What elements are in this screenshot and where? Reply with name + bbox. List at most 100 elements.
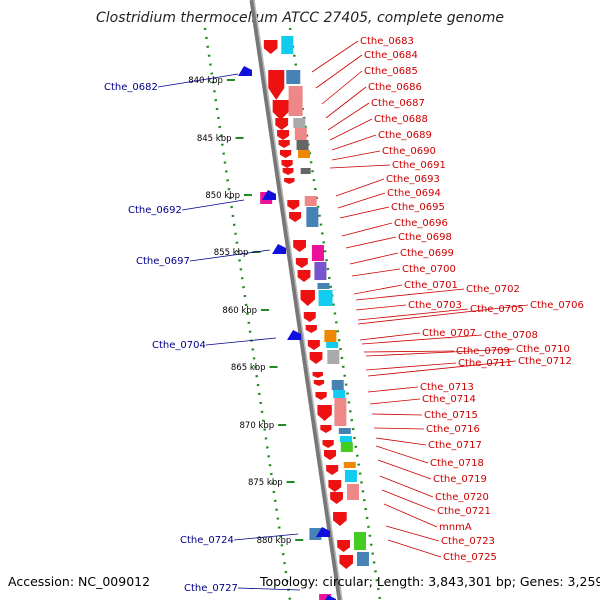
gene-label[interactable]: Cthe_0697: [136, 256, 190, 267]
gene-label[interactable]: Cthe_0701: [404, 280, 458, 291]
gene-box: [326, 342, 339, 348]
gene-label[interactable]: Cthe_0696: [394, 218, 448, 229]
right-label-leader: [357, 304, 529, 325]
genome-backbone: [249, 0, 343, 600]
inner-dotted-ring: [288, 27, 382, 600]
forward-gene-arrow: [268, 70, 285, 100]
gene-label[interactable]: Cthe_0708: [484, 330, 538, 341]
right-label-leader: [383, 503, 438, 528]
forward-gene-arrow: [322, 440, 334, 448]
right-label-leader: [331, 150, 381, 161]
gene-box: [324, 330, 337, 342]
gene-box: [334, 398, 347, 426]
gene-label[interactable]: Cthe_0705: [470, 304, 524, 315]
gene-label[interactable]: Cthe_0724: [180, 535, 234, 546]
gene-label[interactable]: Cthe_0727: [184, 583, 238, 594]
kbp-tick-label: 850 kbp: [205, 191, 240, 201]
gene-label[interactable]: Cthe_0700: [402, 264, 456, 275]
forward-gene-arrow: [312, 372, 323, 378]
right-label-leader: [325, 86, 367, 119]
gene-label[interactable]: Cthe_0690: [382, 146, 436, 157]
gene-label[interactable]: Cthe_0706: [530, 300, 584, 311]
gene-label[interactable]: Cthe_0710: [516, 344, 570, 355]
left-label-leader: [189, 249, 271, 262]
right-label-leader: [321, 70, 363, 105]
reverse-gene-arrow: [287, 330, 301, 340]
right-label-leader: [311, 40, 359, 73]
gene-label[interactable]: Cthe_0723: [441, 536, 495, 547]
right-label-leader: [375, 445, 429, 464]
gene-label[interactable]: Cthe_0719: [433, 474, 487, 485]
gene-box: [314, 262, 327, 280]
left-label-leader: [157, 73, 239, 88]
gene-box: [344, 470, 357, 482]
gene-box: [333, 390, 346, 398]
kbp-tick-label: 855 kbp: [214, 248, 249, 258]
gene-label[interactable]: Cthe_0704: [152, 340, 206, 351]
forward-gene-arrow: [287, 200, 300, 210]
right-label-leader: [349, 252, 399, 265]
gene-label[interactable]: Cthe_0714: [422, 394, 476, 405]
forward-gene-arrow: [324, 450, 336, 460]
gene-label[interactable]: Cthe_0712: [518, 356, 572, 367]
forward-gene-arrow: [317, 405, 332, 421]
gene-label[interactable]: Cthe_0682: [104, 82, 158, 93]
gene-label[interactable]: Cthe_0692: [128, 205, 182, 216]
gene-box: [340, 442, 353, 452]
gene-label[interactable]: Cthe_0688: [374, 114, 428, 125]
left-gene-labels: Cthe_0682 Cthe_0692 Cthe_0697 Cthe_0704 Cthe…: [104, 73, 301, 594]
forward-gene-arrow: [326, 465, 339, 475]
forward-gene-arrow: [278, 140, 290, 148]
gene-label[interactable]: Cthe_0725: [443, 552, 497, 563]
gene-label[interactable]: Cthe_0718: [430, 458, 484, 469]
gene-label[interactable]: Cthe_0698: [398, 232, 452, 243]
gene-label[interactable]: Cthe_0691: [392, 160, 446, 171]
kbp-ticks: 840 kbp 845 kbp 850 kbp 855 kbp 860 kbp 865 k…: [188, 76, 304, 546]
gene-label[interactable]: Cthe_0709: [456, 346, 510, 357]
gene-label[interactable]: Cthe_0694: [387, 188, 441, 199]
gene-box: [286, 70, 301, 84]
gene-label[interactable]: Cthe_0721: [437, 506, 491, 517]
right-label-leader: [361, 334, 483, 345]
gene-label[interactable]: Cthe_0699: [400, 248, 454, 259]
right-label-leader: [329, 118, 373, 141]
gene-label[interactable]: Cthe_0693: [386, 174, 440, 185]
gene-label[interactable]: Cthe_0717: [428, 440, 482, 451]
gene-label[interactable]: Cthe_0716: [426, 424, 480, 435]
gene-label[interactable]: Cthe_0702: [466, 284, 520, 295]
topology-text: Topology: circular; Length: 3,843,301 bp…: [259, 574, 600, 589]
forward-gene-arrow: [272, 100, 289, 120]
right-label-leader: [365, 362, 457, 371]
right-label-leader: [337, 192, 386, 209]
gene-label[interactable]: Cthe_0713: [420, 382, 474, 393]
gene-box: [331, 380, 344, 390]
gene-label[interactable]: Cthe_0689: [378, 130, 432, 141]
gene-label[interactable]: mnmA: [439, 522, 472, 533]
right-label-leader: [363, 350, 455, 353]
gene-label[interactable]: Cthe_0686: [368, 82, 422, 93]
kbp-tick-label: 880 kbp: [257, 536, 292, 546]
gene-box: [294, 128, 307, 140]
reverse-gene-arrow: [238, 66, 252, 76]
gene-box: [338, 428, 351, 434]
right-label-leader: [371, 413, 423, 416]
gene-label[interactable]: Cthe_0703: [408, 300, 462, 311]
right-label-leader: [351, 268, 401, 277]
gene-label[interactable]: Cthe_0683: [360, 36, 414, 47]
right-label-leader: [379, 475, 434, 498]
gene-label[interactable]: Cthe_0695: [391, 202, 445, 213]
gene-box: [311, 245, 324, 261]
gene-label[interactable]: Cthe_0685: [364, 66, 418, 77]
gene-label[interactable]: Cthe_0715: [424, 410, 478, 421]
forward-gene-arrow: [281, 160, 293, 168]
right-label-leader: [331, 134, 377, 151]
gene-features: [238, 36, 369, 600]
reverse-gene-arrow: [325, 595, 336, 600]
gene-label[interactable]: Cthe_0711: [458, 358, 512, 369]
right-label-leader: [365, 348, 515, 357]
gene-label[interactable]: Cthe_0707: [422, 328, 476, 339]
gene-label[interactable]: Cthe_0684: [364, 50, 418, 61]
kbp-tick-label: 840 kbp: [188, 76, 223, 86]
gene-label[interactable]: Cthe_0720: [435, 492, 489, 503]
gene-label[interactable]: Cthe_0687: [371, 98, 425, 109]
